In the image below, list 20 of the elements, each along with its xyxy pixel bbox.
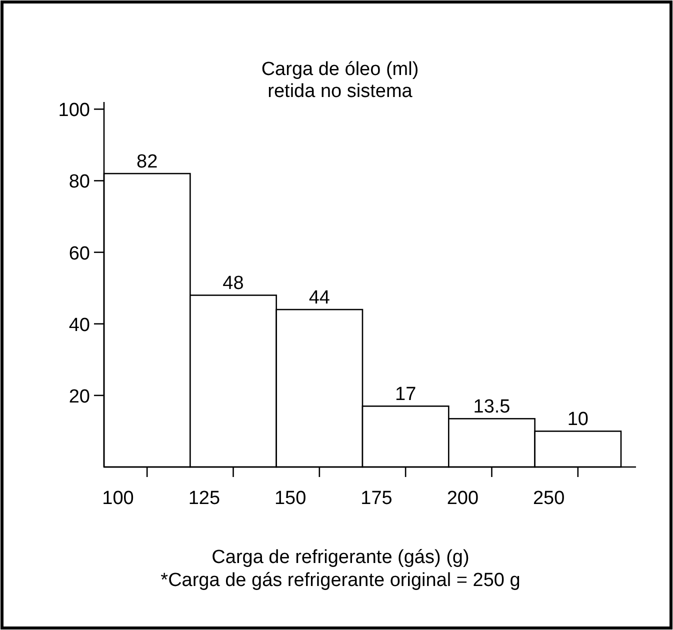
x-axis-title: Carga de refrigerante (gás) (g) (212, 547, 470, 568)
x-tick-label: 125 (188, 488, 220, 509)
data-label: 17 (395, 384, 416, 406)
y-tick-label: 20 (68, 386, 90, 408)
data-label: 10 (567, 409, 588, 430)
x-tick-label: 250 (532, 488, 565, 509)
y-tick-label: 40 (68, 314, 90, 336)
data-label: 82 (136, 152, 158, 173)
x-tick-label: 200 (446, 488, 479, 509)
data-label: 13.5 (473, 396, 510, 418)
x-tick-label: 100 (102, 488, 134, 509)
y-tick-label: 60 (68, 243, 90, 264)
data-label: 44 (308, 288, 330, 309)
x-tick-label: 175 (360, 488, 392, 509)
chart-title: Carga de óleo (ml) retida no sistema (261, 59, 419, 102)
y-tick-label: 100 (58, 100, 90, 122)
y-tick-label: 80 (68, 172, 90, 193)
text: *Carga de gás refrigerante original = 250 g (160, 570, 520, 591)
data-label: 48 (222, 273, 244, 294)
x-tick-label: 150 (274, 488, 306, 509)
